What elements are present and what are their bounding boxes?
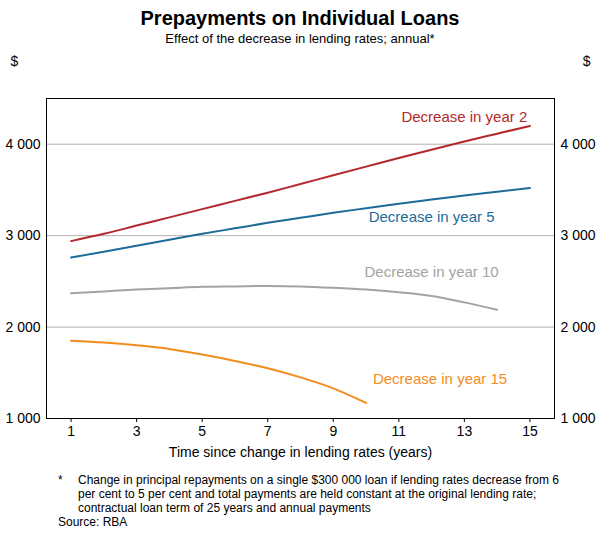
svg-text:4 000: 4 000 xyxy=(561,136,596,152)
svg-text:4 000: 4 000 xyxy=(5,136,40,152)
svg-text:$: $ xyxy=(583,53,591,69)
svg-text:1 000: 1 000 xyxy=(561,410,596,426)
svg-text:3: 3 xyxy=(133,423,141,439)
svg-text:13: 13 xyxy=(457,423,473,439)
svg-text:15: 15 xyxy=(522,423,538,439)
svg-text:Decrease in year 10: Decrease in year 10 xyxy=(364,263,498,280)
svg-text:1 000: 1 000 xyxy=(5,410,40,426)
svg-text:$: $ xyxy=(11,53,19,69)
svg-text:3 000: 3 000 xyxy=(5,227,40,243)
svg-text:2 000: 2 000 xyxy=(5,319,40,335)
svg-text:Time since change in lending r: Time since change in lending rates (year… xyxy=(169,444,432,460)
svg-text:9: 9 xyxy=(329,423,337,439)
html-text:Source: RBA: Source: RBA xyxy=(58,515,128,529)
svg-text:1: 1 xyxy=(67,423,75,439)
svg-text:Decrease in year 5: Decrease in year 5 xyxy=(369,208,495,225)
svg-text:5: 5 xyxy=(198,423,206,439)
svg-text:3 000: 3 000 xyxy=(561,227,596,243)
svg-text:11: 11 xyxy=(392,423,407,439)
svg-text:7: 7 xyxy=(264,423,272,439)
svg-text:Decrease in year 2: Decrease in year 2 xyxy=(401,108,527,125)
html-text:Prepayments on Individual Loan: Prepayments on Individual Loans xyxy=(140,7,460,29)
svg-text:2 000: 2 000 xyxy=(561,319,596,335)
html-text:Change in principal repayments: Change in principal repayments on a sing… xyxy=(78,473,559,515)
html-text:Effect of the decrease in lend: Effect of the decrease in lending rates;… xyxy=(165,31,435,46)
svg-text:Decrease in year 15: Decrease in year 15 xyxy=(373,370,507,387)
